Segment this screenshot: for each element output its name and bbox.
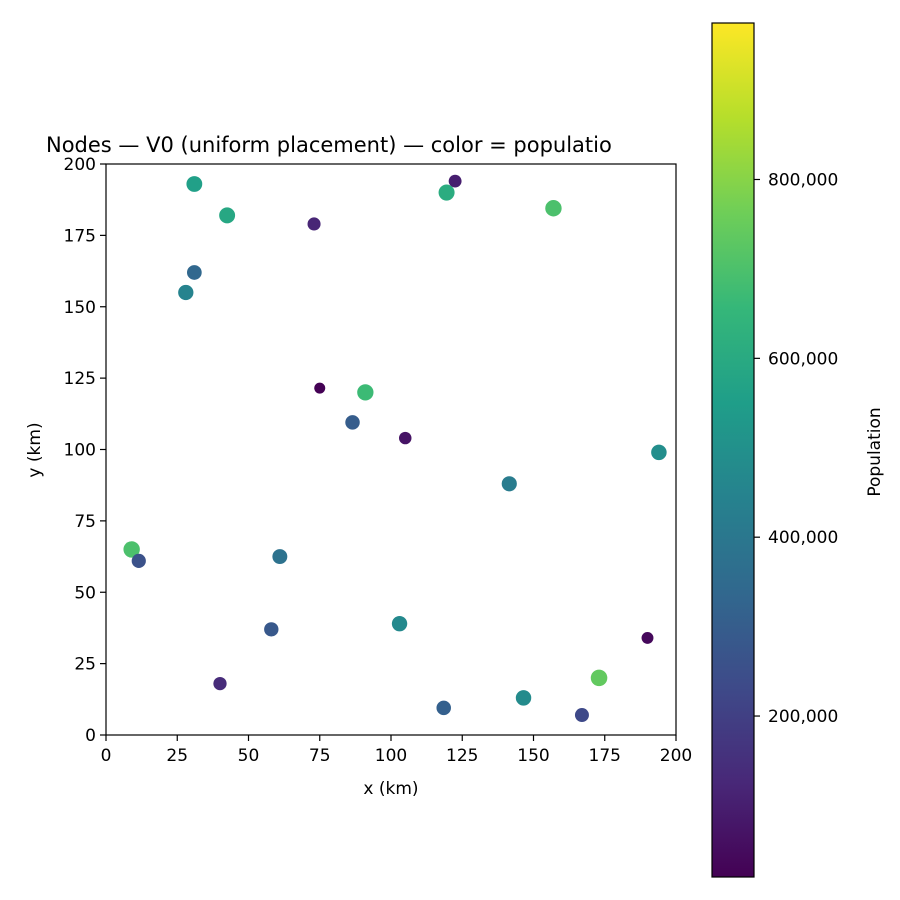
x-tick-label: 125 bbox=[446, 746, 478, 766]
y-tick-label: 125 bbox=[64, 369, 96, 389]
data-point bbox=[123, 541, 140, 558]
x-axis-ticks: 0 25 50 75 100 125 150 175 200 bbox=[101, 735, 692, 766]
data-point bbox=[345, 415, 360, 430]
chart-title: Nodes — V0 (uniform placement) — color =… bbox=[46, 133, 612, 157]
data-point bbox=[651, 444, 667, 461]
y-tick-label: 75 bbox=[74, 512, 96, 532]
data-point bbox=[501, 476, 517, 492]
x-tick-label: 200 bbox=[660, 746, 692, 766]
x-tick-label: 75 bbox=[309, 746, 331, 766]
data-point bbox=[131, 553, 146, 568]
colorbar bbox=[711, 22, 755, 878]
y-tick-label: 100 bbox=[64, 441, 96, 461]
x-tick-label: 100 bbox=[375, 746, 407, 766]
data-point bbox=[391, 615, 408, 632]
data-point bbox=[178, 284, 194, 301]
x-tick-label: 25 bbox=[166, 746, 188, 766]
data-point bbox=[641, 631, 654, 644]
data-point bbox=[545, 200, 562, 217]
data-point bbox=[574, 708, 589, 723]
colorbar-tick-label: 800,000 bbox=[768, 170, 838, 190]
x-tick-label: 175 bbox=[589, 746, 621, 766]
data-point bbox=[590, 669, 608, 687]
data-point bbox=[187, 265, 202, 280]
data-point bbox=[357, 384, 374, 401]
y-tick-label: 25 bbox=[74, 655, 96, 675]
y-tick-label: 175 bbox=[64, 226, 96, 246]
x-tick-label: 0 bbox=[101, 746, 112, 766]
y-tick-label: 50 bbox=[74, 583, 96, 603]
colorbar-tick-label: 600,000 bbox=[768, 349, 838, 369]
data-point bbox=[436, 700, 451, 716]
data-point bbox=[213, 676, 227, 691]
data-point bbox=[448, 174, 462, 188]
data-point bbox=[314, 382, 326, 394]
y-axis-ticks: 0 25 50 75 100 125 150 175 200 bbox=[64, 155, 106, 746]
plot-frame bbox=[105, 163, 677, 736]
y-tick-label: 0 bbox=[85, 726, 96, 746]
x-tick-label: 150 bbox=[517, 746, 549, 766]
data-point bbox=[272, 549, 288, 565]
y-axis-label: y (km) bbox=[25, 422, 45, 477]
y-tick-label: 200 bbox=[64, 155, 96, 175]
data-point bbox=[186, 176, 203, 192]
data-point bbox=[264, 622, 279, 637]
colorbar-ticks: 200,000 400,000 600,000 800,000 bbox=[754, 170, 838, 727]
x-axis-label: x (km) bbox=[363, 779, 418, 799]
colorbar-tick-label: 400,000 bbox=[768, 528, 838, 548]
data-points bbox=[123, 174, 667, 723]
colorbar-label: Population bbox=[865, 407, 885, 496]
y-tick-label: 150 bbox=[64, 298, 96, 318]
data-point bbox=[399, 431, 412, 445]
colorbar-tick-label: 200,000 bbox=[768, 707, 838, 727]
data-point bbox=[438, 184, 455, 201]
data-point bbox=[515, 690, 532, 706]
data-point bbox=[219, 207, 236, 224]
data-point bbox=[307, 217, 321, 231]
x-tick-label: 50 bbox=[238, 746, 260, 766]
